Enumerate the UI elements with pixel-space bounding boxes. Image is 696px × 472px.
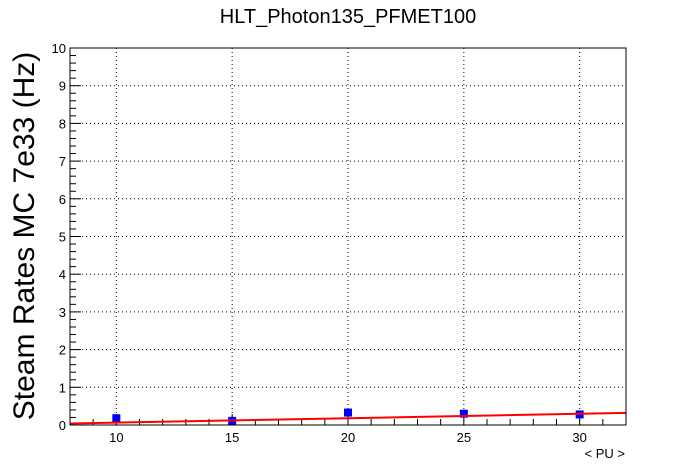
- data-point: [112, 414, 121, 423]
- y-tick-label: 6: [59, 192, 66, 207]
- series-layer: [69, 408, 627, 425]
- x-tick-label: 25: [457, 430, 471, 445]
- fit-line: [69, 411, 627, 425]
- y-tick-label: 1: [59, 380, 66, 395]
- plot-frame: [69, 47, 627, 426]
- tick-labels: 10 15 20 25 30 0 1 2 3 4 5 6 7 8 9 10: [52, 41, 587, 445]
- data-point: [344, 408, 352, 417]
- y-tick-label: 9: [59, 79, 66, 94]
- x-tick-label: 20: [341, 430, 355, 445]
- y-tick-label: 8: [59, 116, 66, 131]
- x-axis-label: < PU >: [585, 446, 625, 461]
- y-tick-label: 3: [59, 305, 66, 320]
- chart-title: HLT_Photon135_PFMET100: [220, 6, 476, 28]
- y-tick-label: 0: [59, 418, 66, 433]
- y-tick-label: 7: [59, 154, 66, 169]
- y-tick-label: 4: [59, 267, 66, 282]
- grid: [70, 48, 626, 425]
- x-tick-label: 30: [572, 430, 586, 445]
- x-tick-label: 10: [109, 430, 123, 445]
- data-point: [459, 409, 468, 418]
- y-tick-label: 10: [52, 41, 66, 56]
- y-axis-label: Steam Rates MC 7e33 (Hz): [8, 52, 41, 420]
- y-tick-label: 2: [59, 343, 66, 358]
- y-tick-label: 5: [59, 230, 66, 245]
- x-tick-label: 15: [225, 430, 239, 445]
